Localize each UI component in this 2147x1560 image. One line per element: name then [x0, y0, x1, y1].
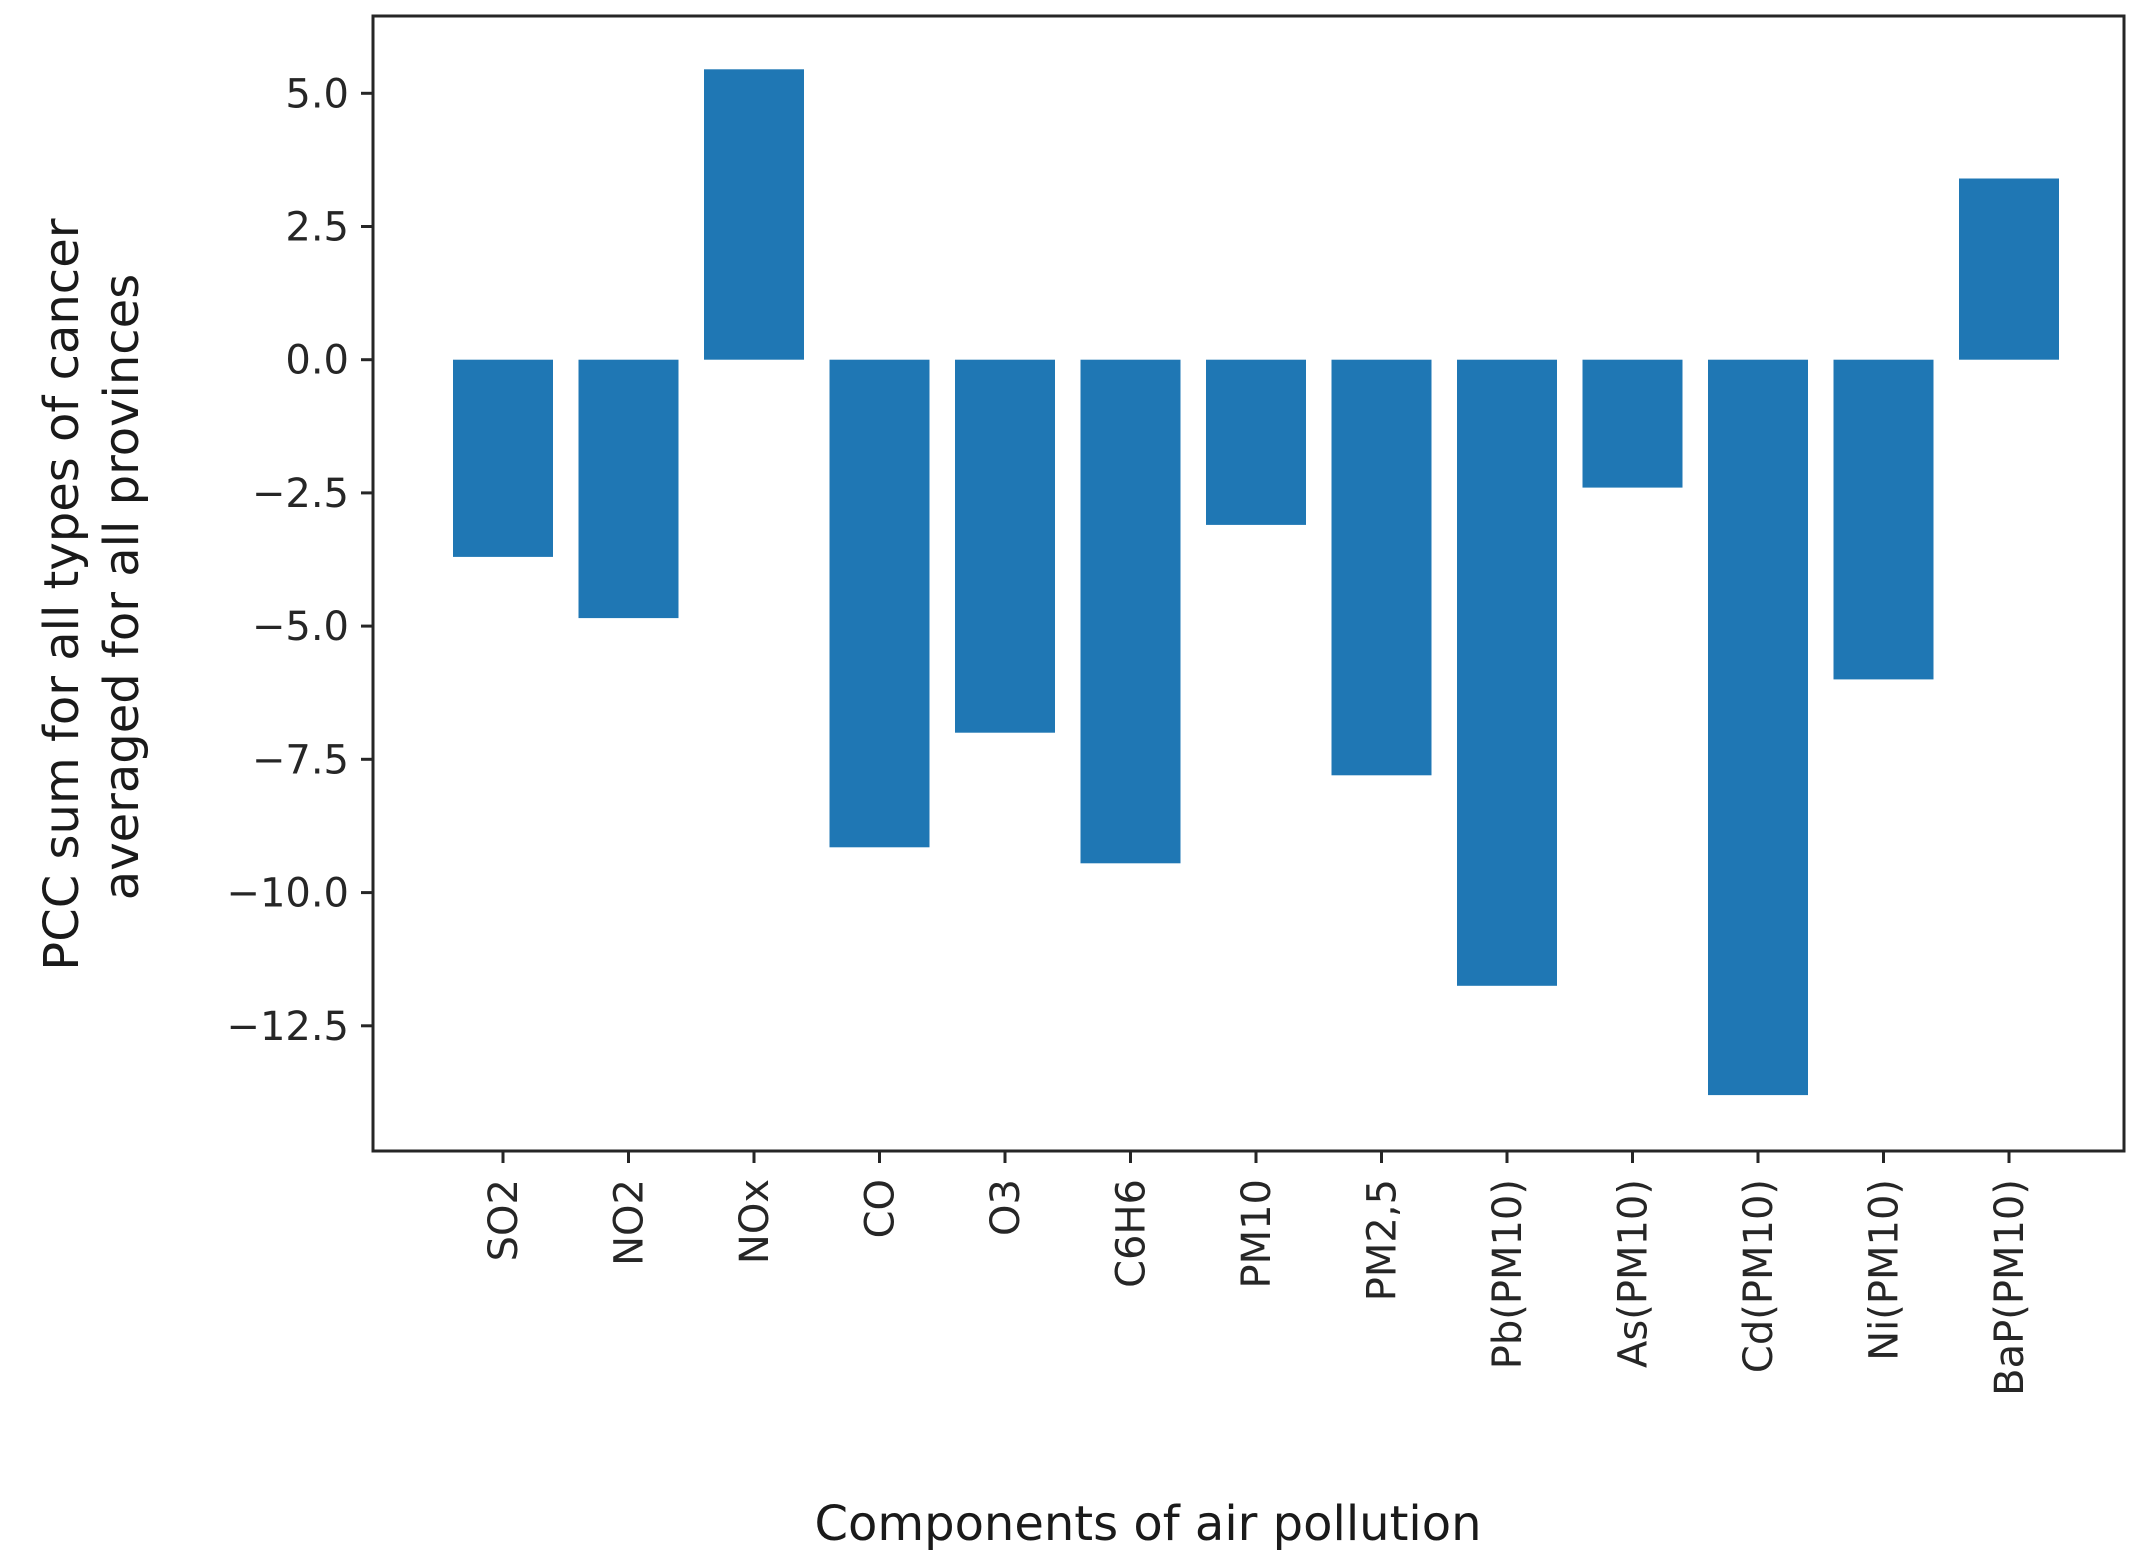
bar-co — [829, 359, 930, 848]
bar-so2 — [453, 359, 553, 557]
bar-as-pm10 — [1582, 359, 1683, 488]
x-tick-label: Cd(PM10) — [1736, 1179, 1782, 1373]
x-tick-label: BaP(PM10) — [1987, 1179, 2033, 1396]
plot-frame — [371, 14, 2126, 1153]
bar-pm2-5 — [1331, 359, 1432, 776]
x-tick-label: NO2 — [607, 1179, 653, 1266]
x-tick-label: SO2 — [481, 1179, 527, 1261]
bar-bap-pm10 — [1959, 178, 2059, 360]
bar-no2 — [578, 359, 679, 619]
x-tick-label: NOx — [732, 1179, 778, 1264]
x-tick-label: PM10 — [1234, 1179, 1280, 1289]
x-tick-label: Pb(PM10) — [1485, 1179, 1531, 1369]
bar-pm10 — [1206, 359, 1306, 525]
x-tick-label: As(PM10) — [1611, 1179, 1657, 1368]
y-tick-label: −7.5 — [252, 737, 349, 783]
bar-nox — [704, 69, 804, 360]
y-tick-label: −10.0 — [226, 871, 349, 917]
bar-c6h6 — [1080, 359, 1181, 864]
y-tick-label: −2.5 — [252, 471, 349, 517]
x-tick-label: PM2,5 — [1360, 1179, 1406, 1301]
x-tick-label: C6H6 — [1109, 1179, 1155, 1288]
bar-o3 — [955, 359, 1055, 733]
bar-cd-pm10 — [1708, 359, 1808, 1096]
y-tick-label: 2.5 — [285, 205, 349, 251]
x-axis-title: Components of air pollution — [814, 1496, 1481, 1552]
y-tick-label: −12.5 — [226, 1004, 349, 1050]
x-tick-label: O3 — [983, 1179, 1029, 1236]
x-tick-label: Ni(PM10) — [1862, 1179, 1908, 1361]
bar-pb-pm10 — [1457, 359, 1557, 986]
y-axis-title: PCC sum for all types of cancer averaged… — [34, 203, 150, 970]
y-axis-title-line-1: PCC sum for all types of cancer — [34, 218, 90, 970]
y-tick-label: −5.0 — [252, 604, 349, 650]
x-axis-ticks: SO2 NO2 NOx CO O3 C6H6 PM10 PM2,5 Pb(PM10) As(PM1… — [481, 1151, 2033, 1396]
y-tick-label: 0.0 — [285, 338, 349, 384]
x-tick-label: CO — [858, 1179, 904, 1238]
bar-ni-pm10 — [1833, 359, 1934, 680]
y-tick-label: 5.0 — [285, 71, 349, 117]
bars-layer — [453, 69, 2059, 1096]
y-axis-ticks: 5.0 2.5 0.0 −2.5 −5.0 −7.5 −10.0 −12.5 — [226, 71, 373, 1050]
y-axis-title-line-2: averaged for all provinces — [94, 274, 150, 900]
